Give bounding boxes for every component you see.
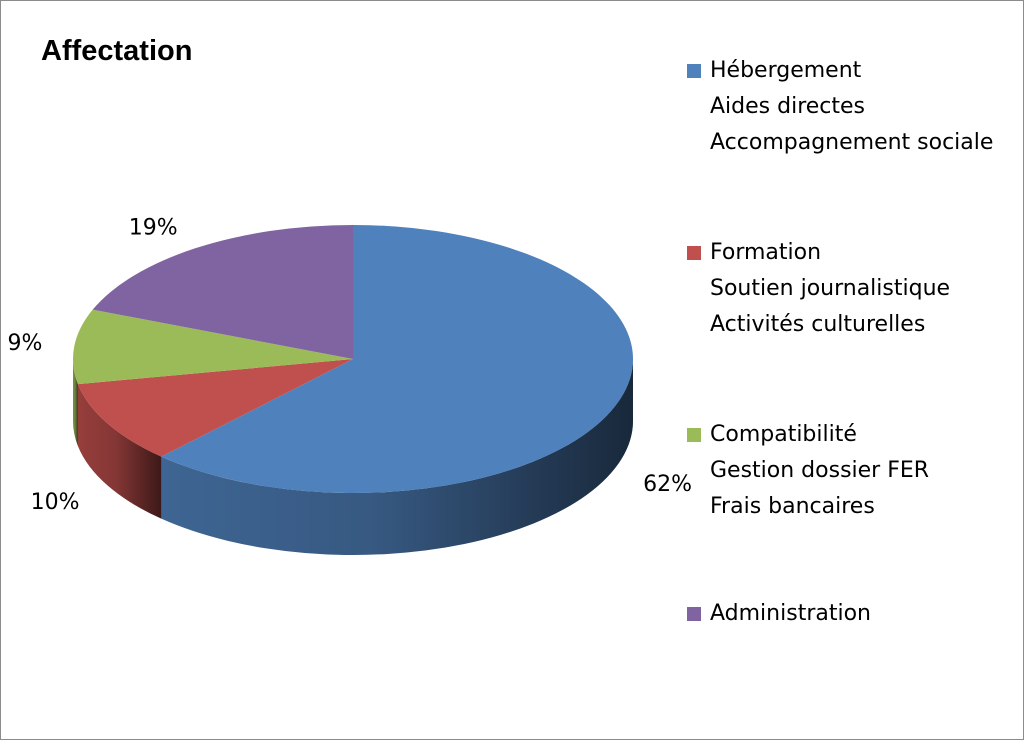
legend-line: Formation xyxy=(710,240,822,265)
legend-swatch xyxy=(687,64,701,78)
pie-slice xyxy=(92,225,353,359)
legend-line: Gestion dossier FER xyxy=(710,458,930,483)
legend-swatch xyxy=(687,246,701,260)
pie-slice xyxy=(77,359,354,457)
legend-entry-administration: Administration xyxy=(687,596,1024,632)
pie-side-shade xyxy=(77,384,162,519)
legend-swatch xyxy=(687,607,701,621)
pie-data-label: 9% xyxy=(7,331,42,356)
pie-labels: 62% 10% 9% 19% xyxy=(7,215,692,515)
legend-line: Hébergement xyxy=(710,58,862,83)
legend-line: Aides directes xyxy=(710,94,866,119)
chart-title: Affectation xyxy=(41,35,193,67)
legend-line: Administration xyxy=(710,601,871,626)
legend-entry-compatibilite: Compatibilité Gestion dossier FER Frais … xyxy=(687,417,1024,525)
pie-side-shade xyxy=(73,359,78,447)
legend-line: Frais bancaires xyxy=(710,494,875,519)
legend-entry-hebergement: Hébergement Aides directes Accompagnemen… xyxy=(687,53,1024,161)
legend-line: Soutien journalistique xyxy=(710,276,951,301)
pie-side-shade xyxy=(161,359,633,555)
pie-data-label: 62% xyxy=(643,472,692,497)
legend-line: Compatibilité xyxy=(710,422,857,447)
pie-data-label: 10% xyxy=(31,490,80,515)
legend-swatch xyxy=(687,428,701,442)
pie-slice xyxy=(72,309,353,385)
pie-tops xyxy=(72,225,634,493)
pie-sides xyxy=(73,359,633,555)
legend-entry-formation: Formation Soutien journalistique Activit… xyxy=(687,235,1024,343)
legend-line: Activités culturelles xyxy=(710,312,926,337)
pie-slice xyxy=(161,225,634,493)
legend-line: Accompagnement sociale xyxy=(710,130,994,155)
pie-data-label: 19% xyxy=(129,215,178,240)
